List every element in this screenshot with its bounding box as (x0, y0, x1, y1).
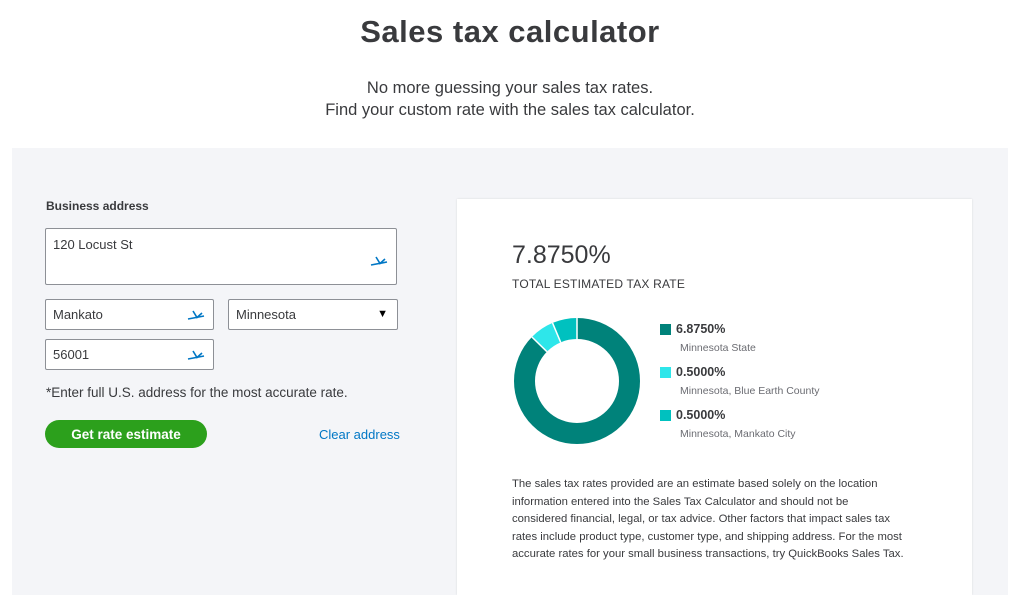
legend-swatch (660, 410, 671, 421)
result-card (457, 199, 972, 595)
page-subtitle-line-1: No more guessing your sales tax rates. (366, 79, 654, 97)
legend-rate: 6.8750% (676, 322, 726, 336)
donut-separator-2 (551, 322, 562, 343)
location-pin-icon[interactable] (187, 309, 205, 321)
total-tax-rate: 7.8750% (512, 241, 611, 269)
page-subtitle-line-2: Find your custom rate with the sales tax… (325, 101, 695, 119)
zip-code-input[interactable]: 56001 (45, 339, 214, 370)
location-pin-icon[interactable] (370, 255, 388, 267)
legend-rate: 0.5000% (676, 408, 726, 422)
legend-jurisdiction: Minnesota, Mankato City (680, 428, 796, 440)
donut-separator-1 (531, 336, 548, 353)
total-tax-rate-label: TOTAL ESTIMATED TAX RATE (512, 277, 686, 291)
legend-swatch (660, 367, 671, 378)
street-address-input[interactable]: 120 Locust St (45, 228, 397, 285)
city-value: Mankato (53, 307, 103, 322)
get-rate-estimate-button[interactable]: Get rate estimate (45, 420, 207, 448)
legend-jurisdiction: Minnesota, Blue Earth County (680, 385, 820, 397)
dropdown-arrow-icon[interactable]: ▼ (377, 308, 388, 320)
state-value: Minnesota (236, 307, 296, 322)
address-hint: *Enter full U.S. address for the most ac… (46, 385, 348, 400)
legend-rate: 0.5000% (676, 365, 726, 379)
clear-address-link[interactable]: Clear address (319, 427, 400, 442)
location-pin-icon[interactable] (187, 349, 205, 361)
legend-jurisdiction: Minnesota State (680, 342, 756, 354)
state-select[interactable]: Minnesota ▼ (228, 299, 398, 330)
business-address-label: Business address (46, 199, 149, 213)
city-input[interactable]: Mankato (45, 299, 214, 330)
page-title: Sales tax calculator (360, 14, 660, 49)
street-address-value: 120 Locust St (53, 237, 133, 252)
tax-rate-donut-chart (514, 318, 640, 444)
legend-swatch (660, 324, 671, 335)
disclaimer-text: The sales tax rates provided are an esti… (512, 478, 904, 560)
zip-code-value: 56001 (53, 347, 90, 362)
